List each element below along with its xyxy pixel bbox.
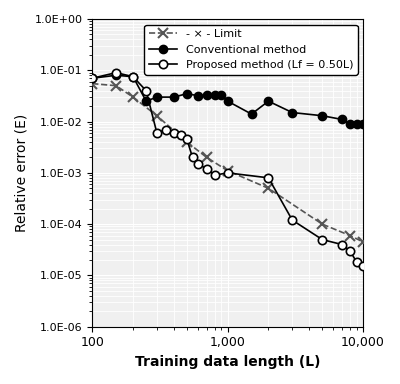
- × - Limit xyxy=(184,140,189,144)
Conventional method xyxy=(195,93,200,98)
- × - Limit xyxy=(320,222,325,227)
Conventional method xyxy=(154,95,159,99)
Conventional method xyxy=(354,122,359,126)
Proposed method (Lf = 0.50L) xyxy=(164,127,168,132)
Proposed method (Lf = 0.50L) xyxy=(171,131,176,135)
Line: Proposed method (Lf = 0.50L): Proposed method (Lf = 0.50L) xyxy=(88,68,367,271)
- × - Limit xyxy=(154,113,159,118)
Proposed method (Lf = 0.50L) xyxy=(212,173,217,177)
Proposed method (Lf = 0.50L) xyxy=(144,88,148,93)
Conventional method xyxy=(249,112,254,116)
Conventional method xyxy=(348,122,352,126)
- × - Limit xyxy=(131,95,136,99)
- × - Limit xyxy=(225,169,230,173)
Proposed method (Lf = 0.50L) xyxy=(195,162,200,166)
- × - Limit xyxy=(90,81,95,86)
Proposed method (Lf = 0.50L) xyxy=(320,237,325,242)
Proposed method (Lf = 0.50L) xyxy=(354,260,359,265)
Conventional method xyxy=(90,76,95,81)
Proposed method (Lf = 0.50L) xyxy=(178,132,183,137)
Conventional method xyxy=(114,73,118,78)
Line: Conventional method: Conventional method xyxy=(88,71,367,128)
Proposed method (Lf = 0.50L) xyxy=(340,242,344,247)
Conventional method xyxy=(219,93,224,97)
Conventional method xyxy=(131,74,136,79)
Conventional method xyxy=(290,110,295,115)
Conventional method xyxy=(266,99,271,103)
Conventional method xyxy=(212,93,217,97)
Conventional method xyxy=(171,95,176,99)
- × - Limit xyxy=(114,83,118,88)
Proposed method (Lf = 0.50L) xyxy=(266,175,271,180)
X-axis label: Training data length (L): Training data length (L) xyxy=(135,355,320,369)
Proposed method (Lf = 0.50L) xyxy=(154,131,159,135)
Proposed method (Lf = 0.50L) xyxy=(114,70,118,75)
- × - Limit xyxy=(348,233,352,238)
Proposed method (Lf = 0.50L) xyxy=(204,167,209,171)
- × - Limit xyxy=(361,240,366,244)
Proposed method (Lf = 0.50L) xyxy=(348,249,352,253)
Proposed method (Lf = 0.50L) xyxy=(190,155,195,160)
Proposed method (Lf = 0.50L) xyxy=(290,218,295,222)
Y-axis label: Relative error (E): Relative error (E) xyxy=(15,114,29,232)
Conventional method xyxy=(320,113,325,118)
Proposed method (Lf = 0.50L) xyxy=(225,170,230,175)
Line: - × - Limit: - × - Limit xyxy=(88,79,368,247)
Conventional method xyxy=(340,117,344,122)
Conventional method xyxy=(184,91,189,96)
Conventional method xyxy=(225,99,230,103)
Proposed method (Lf = 0.50L) xyxy=(90,76,95,81)
Legend: - × - Limit, Conventional method, Proposed method (Lf = 0.50L): - × - Limit, Conventional method, Propos… xyxy=(144,25,358,74)
Proposed method (Lf = 0.50L) xyxy=(361,264,366,269)
Conventional method xyxy=(361,122,366,126)
Conventional method xyxy=(144,99,148,103)
Proposed method (Lf = 0.50L) xyxy=(131,74,136,79)
Proposed method (Lf = 0.50L) xyxy=(184,137,189,142)
- × - Limit xyxy=(266,186,271,190)
- × - Limit xyxy=(204,155,209,160)
Conventional method xyxy=(204,93,209,97)
